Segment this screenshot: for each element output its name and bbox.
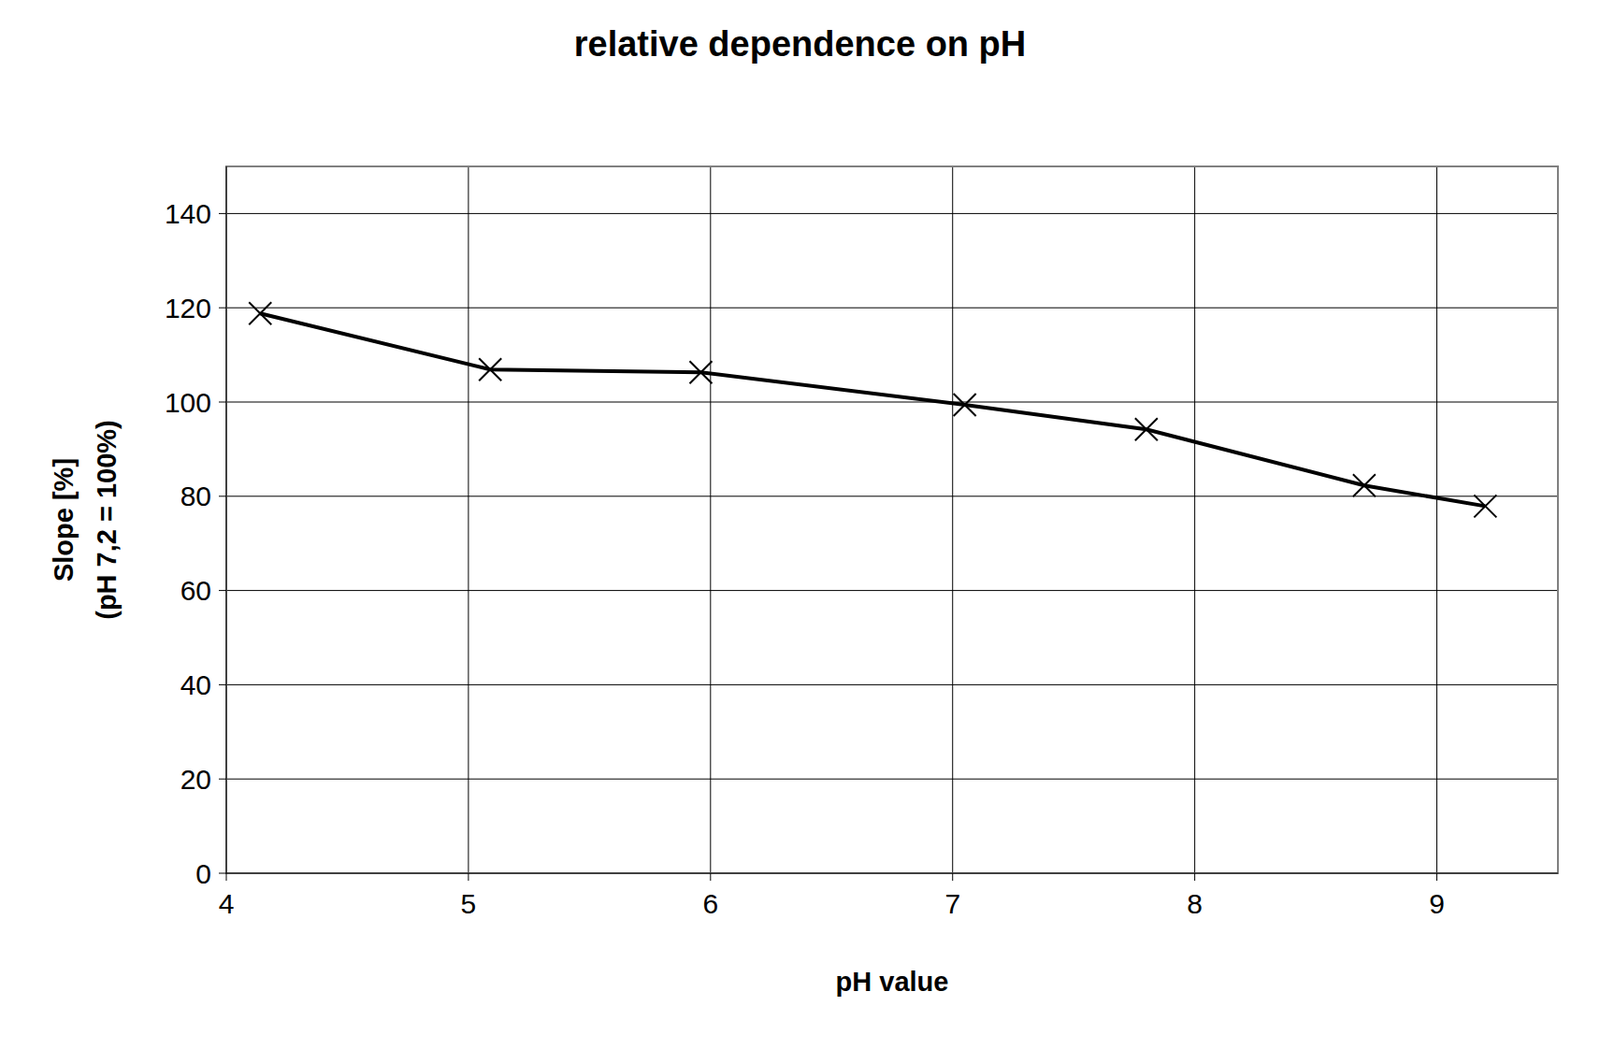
svg-text:(pH 7,2 = 100%): (pH 7,2 = 100%) xyxy=(91,419,122,620)
svg-text:9: 9 xyxy=(1428,888,1445,920)
svg-text:5: 5 xyxy=(461,888,477,920)
svg-text:0: 0 xyxy=(195,858,212,890)
svg-text:120: 120 xyxy=(164,292,212,324)
svg-text:140: 140 xyxy=(164,198,212,230)
svg-text:pH value: pH value xyxy=(836,966,950,997)
svg-text:Slope [%]: Slope [%] xyxy=(48,458,79,582)
svg-text:4: 4 xyxy=(218,888,235,920)
svg-text:8: 8 xyxy=(1186,888,1203,920)
svg-text:7: 7 xyxy=(944,888,961,920)
svg-text:40: 40 xyxy=(180,669,212,701)
html-text:relative dependence on pH: relative dependence on pH xyxy=(573,24,1027,64)
svg-text:60: 60 xyxy=(180,575,212,606)
svg-text:80: 80 xyxy=(180,480,212,512)
svg-text:6: 6 xyxy=(702,888,719,920)
svg-text:100: 100 xyxy=(164,387,212,419)
svg-text:20: 20 xyxy=(180,763,212,795)
